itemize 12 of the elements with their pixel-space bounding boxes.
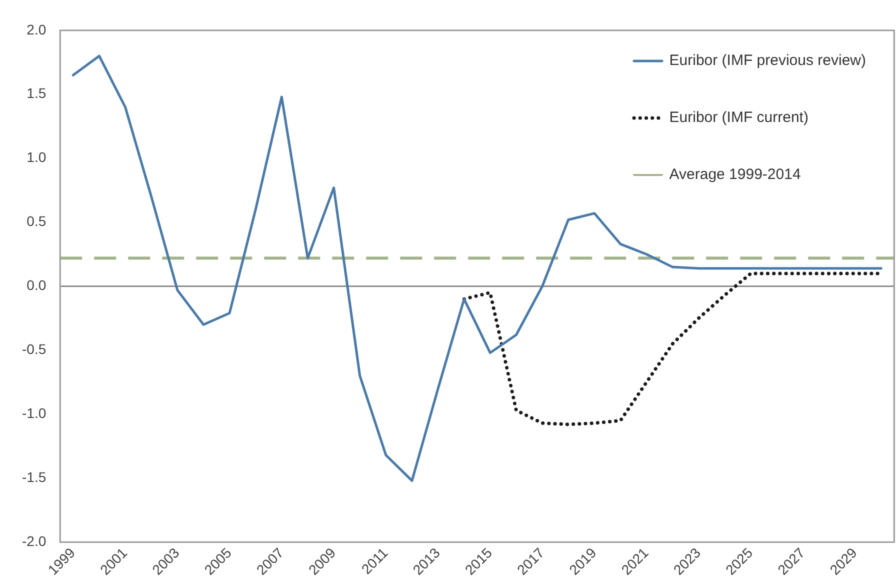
y-tick-label: 2.0 (26, 21, 46, 38)
y-tick-label: -1.0 (22, 405, 46, 422)
y-tick-label: -2.0 (22, 532, 46, 549)
y-tick-label: 1.0 (26, 149, 46, 166)
y-tick-label: 0.0 (26, 277, 46, 294)
y-tick-label: -0.5 (22, 341, 46, 358)
legend-label: Euribor (IMF current) (669, 109, 808, 126)
y-tick-label: -1.5 (22, 468, 46, 485)
legend-label: Euribor (IMF previous review) (669, 52, 866, 69)
y-tick-label: 1.5 (26, 85, 46, 102)
y-tick-label: 0.5 (26, 213, 46, 230)
legend-label: Average 1999-2014 (669, 166, 801, 183)
